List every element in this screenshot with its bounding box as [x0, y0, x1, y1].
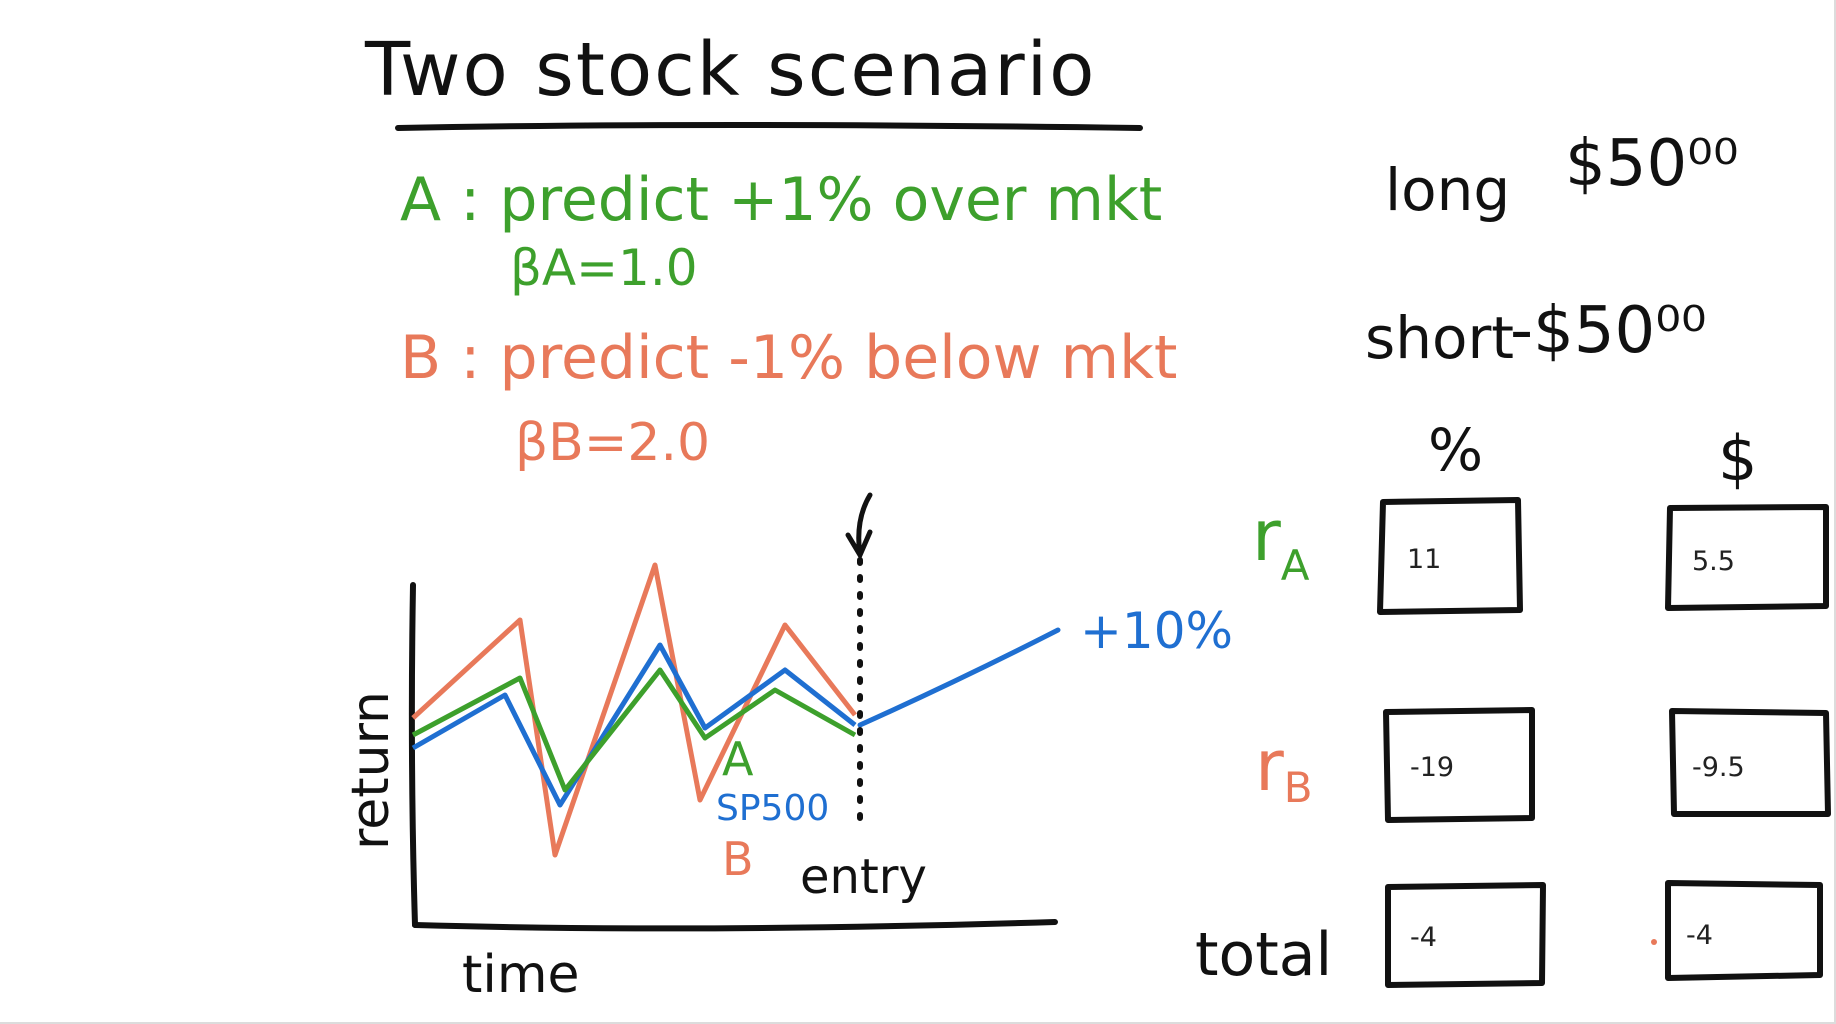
graph-x-axis [412, 919, 1058, 932]
row-a-pct-input[interactable] [1405, 538, 1509, 580]
entry-label: entry [800, 849, 927, 905]
dollar-column-header: $ [1718, 422, 1757, 495]
stock-a-prediction: A : predict +1% over mkt [400, 165, 1162, 235]
gain-label: +10% [1080, 602, 1233, 660]
entry-arrow-icon [845, 492, 873, 561]
total-pct-input[interactable] [1408, 916, 1532, 958]
stock-a-beta: βA=1.0 [510, 239, 698, 297]
stock-b-beta: βB=2.0 [515, 413, 710, 473]
stray-dot [1651, 939, 1657, 945]
row-b-pct-input[interactable] [1408, 746, 1522, 788]
sp500-line [411, 642, 857, 808]
sp500-graph-label: SP500 [716, 788, 829, 829]
stock-a-line [411, 667, 857, 793]
sp500-future-line [857, 627, 1061, 728]
graph-x-label: time [462, 945, 579, 1005]
long-label: long [1385, 156, 1510, 224]
row-b-label: rB [1255, 725, 1313, 812]
row-total-label: total [1195, 920, 1332, 990]
percent-column-header: % [1428, 416, 1483, 484]
title-underline [395, 122, 1143, 131]
row-b-dollar-input[interactable] [1690, 746, 1814, 788]
row-a-dollar-input[interactable] [1690, 540, 1814, 582]
stock-a-graph-label: A [722, 732, 754, 786]
stock-b-graph-label: B [722, 832, 754, 886]
graph-y-axis [408, 582, 418, 928]
long-amount: $50⁰⁰ [1565, 127, 1738, 201]
row-a-label: rA [1252, 495, 1310, 590]
short-amount: -$50⁰⁰ [1510, 294, 1707, 368]
stock-b-line [411, 562, 857, 858]
stock-b-prediction: B : predict -1% below mkt [400, 323, 1177, 393]
total-dollar-input[interactable] [1684, 914, 1808, 956]
short-label: short [1365, 304, 1514, 372]
graph-y-label: return [341, 691, 401, 850]
scenario-title: Two stock scenario [364, 27, 1096, 113]
